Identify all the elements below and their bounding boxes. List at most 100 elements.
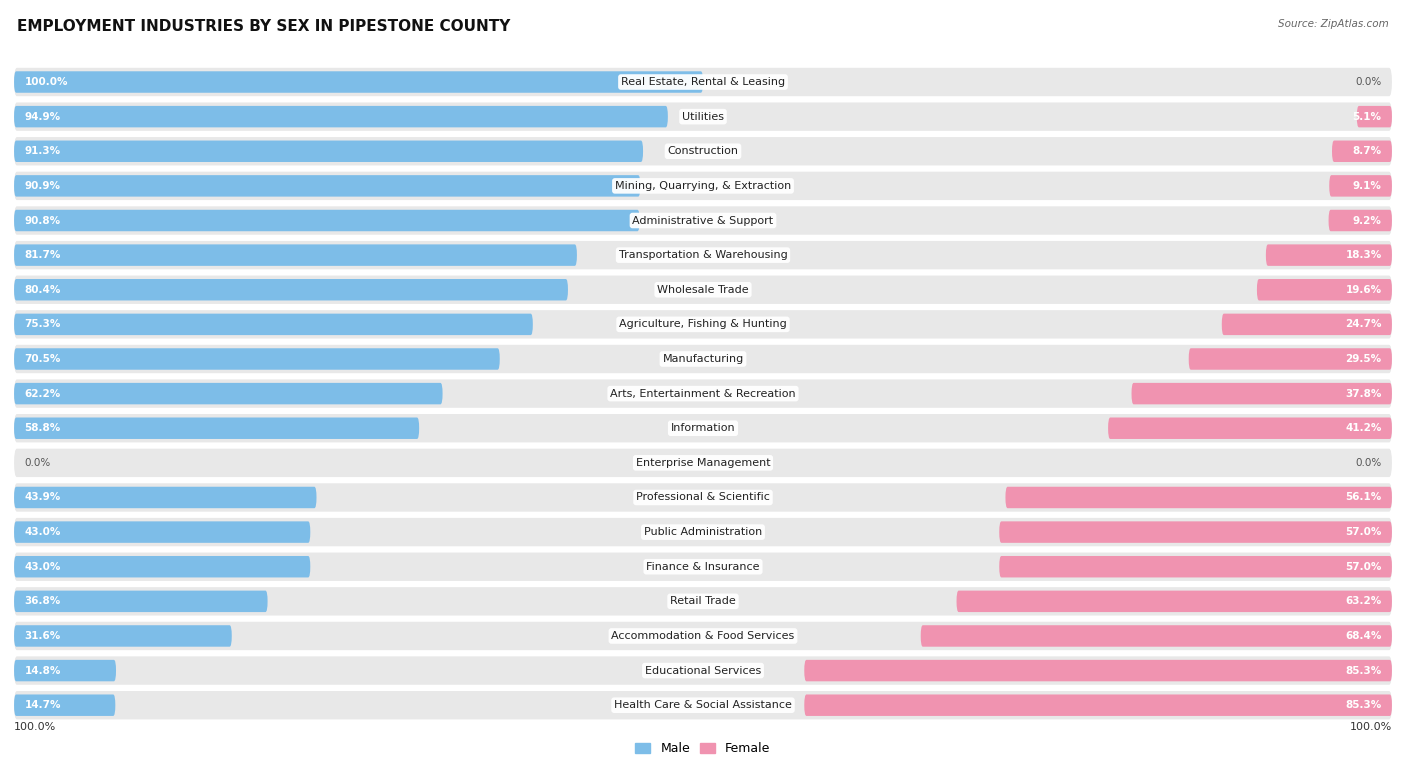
- FancyBboxPatch shape: [14, 348, 499, 369]
- FancyBboxPatch shape: [1222, 314, 1392, 335]
- Text: 9.2%: 9.2%: [1353, 216, 1382, 226]
- Text: Enterprise Management: Enterprise Management: [636, 458, 770, 468]
- Text: Professional & Scientific: Professional & Scientific: [636, 493, 770, 503]
- Text: Manufacturing: Manufacturing: [662, 354, 744, 364]
- Text: Administrative & Support: Administrative & Support: [633, 216, 773, 226]
- Text: Public Administration: Public Administration: [644, 527, 762, 537]
- Text: 43.0%: 43.0%: [24, 527, 60, 537]
- FancyBboxPatch shape: [14, 383, 443, 404]
- Text: 75.3%: 75.3%: [24, 320, 60, 329]
- FancyBboxPatch shape: [804, 660, 1392, 681]
- FancyBboxPatch shape: [14, 587, 1392, 615]
- FancyBboxPatch shape: [14, 417, 419, 439]
- Text: 43.0%: 43.0%: [24, 562, 60, 572]
- Text: 90.8%: 90.8%: [24, 216, 60, 226]
- Text: Retail Trade: Retail Trade: [671, 596, 735, 606]
- FancyBboxPatch shape: [14, 71, 703, 93]
- Text: 14.8%: 14.8%: [24, 666, 60, 676]
- Text: 0.0%: 0.0%: [24, 458, 51, 468]
- Text: Accommodation & Food Services: Accommodation & Food Services: [612, 631, 794, 641]
- Text: 43.9%: 43.9%: [24, 493, 60, 503]
- FancyBboxPatch shape: [14, 314, 533, 335]
- FancyBboxPatch shape: [14, 379, 1392, 408]
- Text: 85.3%: 85.3%: [1346, 666, 1382, 676]
- Text: 19.6%: 19.6%: [1346, 285, 1382, 295]
- Text: Transportation & Warehousing: Transportation & Warehousing: [619, 250, 787, 260]
- Text: 100.0%: 100.0%: [14, 722, 56, 732]
- FancyBboxPatch shape: [14, 695, 115, 716]
- Text: Information: Information: [671, 423, 735, 433]
- Text: 0.0%: 0.0%: [1355, 458, 1382, 468]
- Text: 63.2%: 63.2%: [1346, 596, 1382, 606]
- FancyBboxPatch shape: [14, 521, 311, 543]
- Text: 18.3%: 18.3%: [1346, 250, 1382, 260]
- FancyBboxPatch shape: [14, 449, 1392, 477]
- FancyBboxPatch shape: [1331, 140, 1392, 162]
- FancyBboxPatch shape: [14, 244, 576, 266]
- FancyBboxPatch shape: [1329, 210, 1392, 231]
- Text: 29.5%: 29.5%: [1346, 354, 1382, 364]
- Text: Real Estate, Rental & Leasing: Real Estate, Rental & Leasing: [621, 77, 785, 87]
- Text: 100.0%: 100.0%: [1350, 722, 1392, 732]
- FancyBboxPatch shape: [1000, 521, 1392, 543]
- FancyBboxPatch shape: [14, 483, 1392, 511]
- FancyBboxPatch shape: [14, 140, 643, 162]
- FancyBboxPatch shape: [1329, 175, 1392, 196]
- Text: Educational Services: Educational Services: [645, 666, 761, 676]
- FancyBboxPatch shape: [14, 591, 267, 612]
- FancyBboxPatch shape: [14, 175, 640, 196]
- Text: 68.4%: 68.4%: [1346, 631, 1382, 641]
- Text: Utilities: Utilities: [682, 112, 724, 122]
- Text: 24.7%: 24.7%: [1346, 320, 1382, 329]
- Text: 80.4%: 80.4%: [24, 285, 60, 295]
- FancyBboxPatch shape: [14, 241, 1392, 269]
- FancyBboxPatch shape: [14, 102, 1392, 131]
- Text: Wholesale Trade: Wholesale Trade: [657, 285, 749, 295]
- FancyBboxPatch shape: [14, 206, 1392, 234]
- Text: 5.1%: 5.1%: [1353, 112, 1382, 122]
- Text: 36.8%: 36.8%: [24, 596, 60, 606]
- FancyBboxPatch shape: [1188, 348, 1392, 369]
- FancyBboxPatch shape: [14, 553, 1392, 581]
- Text: Arts, Entertainment & Recreation: Arts, Entertainment & Recreation: [610, 389, 796, 399]
- Text: 85.3%: 85.3%: [1346, 700, 1382, 710]
- FancyBboxPatch shape: [14, 556, 311, 577]
- Text: 58.8%: 58.8%: [24, 423, 60, 433]
- Text: 8.7%: 8.7%: [1353, 146, 1382, 156]
- Text: 57.0%: 57.0%: [1346, 527, 1382, 537]
- Text: Finance & Insurance: Finance & Insurance: [647, 562, 759, 572]
- FancyBboxPatch shape: [14, 68, 1392, 96]
- FancyBboxPatch shape: [14, 106, 668, 127]
- FancyBboxPatch shape: [14, 275, 1392, 304]
- FancyBboxPatch shape: [14, 660, 117, 681]
- Text: 37.8%: 37.8%: [1346, 389, 1382, 399]
- FancyBboxPatch shape: [14, 691, 1392, 719]
- FancyBboxPatch shape: [1005, 487, 1392, 508]
- Text: EMPLOYMENT INDUSTRIES BY SEX IN PIPESTONE COUNTY: EMPLOYMENT INDUSTRIES BY SEX IN PIPESTON…: [17, 19, 510, 34]
- FancyBboxPatch shape: [14, 310, 1392, 338]
- Text: Health Care & Social Assistance: Health Care & Social Assistance: [614, 700, 792, 710]
- FancyBboxPatch shape: [14, 625, 232, 646]
- Text: 62.2%: 62.2%: [24, 389, 60, 399]
- Text: 31.6%: 31.6%: [24, 631, 60, 641]
- FancyBboxPatch shape: [14, 171, 1392, 200]
- FancyBboxPatch shape: [14, 518, 1392, 546]
- FancyBboxPatch shape: [1265, 244, 1392, 266]
- FancyBboxPatch shape: [804, 695, 1392, 716]
- Text: 57.0%: 57.0%: [1346, 562, 1382, 572]
- Text: 56.1%: 56.1%: [1346, 493, 1382, 503]
- Text: Construction: Construction: [668, 146, 738, 156]
- FancyBboxPatch shape: [14, 656, 1392, 684]
- Text: 100.0%: 100.0%: [24, 77, 67, 87]
- Text: 94.9%: 94.9%: [24, 112, 60, 122]
- Legend: Male, Female: Male, Female: [630, 737, 776, 760]
- Text: 91.3%: 91.3%: [24, 146, 60, 156]
- FancyBboxPatch shape: [956, 591, 1392, 612]
- Text: 14.7%: 14.7%: [24, 700, 60, 710]
- Text: Source: ZipAtlas.com: Source: ZipAtlas.com: [1278, 19, 1389, 29]
- FancyBboxPatch shape: [1108, 417, 1392, 439]
- Text: 41.2%: 41.2%: [1346, 423, 1382, 433]
- FancyBboxPatch shape: [1357, 106, 1392, 127]
- Text: Mining, Quarrying, & Extraction: Mining, Quarrying, & Extraction: [614, 181, 792, 191]
- FancyBboxPatch shape: [14, 345, 1392, 373]
